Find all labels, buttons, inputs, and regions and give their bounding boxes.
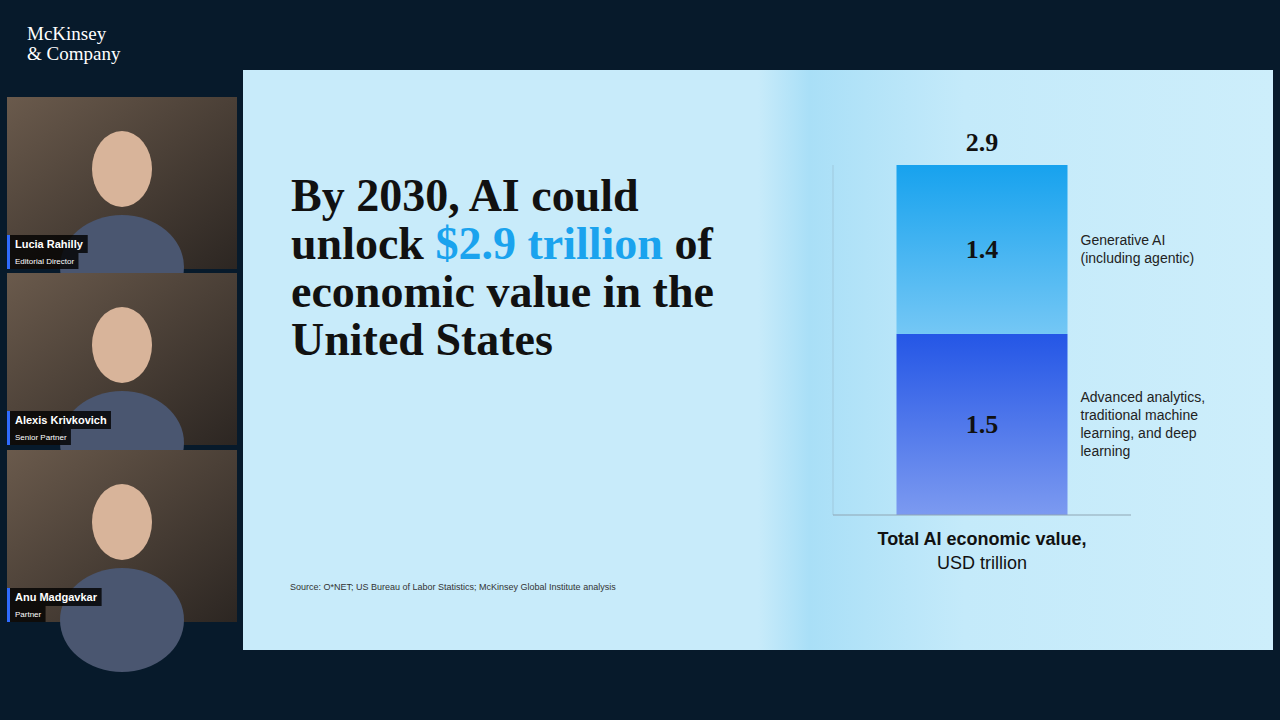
data-label: 1.4 bbox=[966, 235, 999, 264]
tag-stripe bbox=[7, 588, 10, 622]
bars bbox=[897, 165, 1068, 515]
baseline bbox=[833, 514, 1131, 515]
bar-segment bbox=[897, 165, 1068, 334]
person-head bbox=[92, 484, 152, 560]
source-note: Source: O*NET; US Bureau of Labor Statis… bbox=[290, 582, 616, 592]
legend-entry: Advanced analytics,traditional machinele… bbox=[1081, 389, 1206, 459]
tag-stripe bbox=[7, 411, 10, 445]
role-tag bbox=[7, 429, 71, 445]
legend-entry: Generative AI(including agentic) bbox=[1081, 232, 1195, 266]
person-head bbox=[92, 131, 152, 207]
headline-part: $2.9 trillion bbox=[435, 218, 662, 269]
total-label: 2.9 bbox=[966, 128, 999, 157]
data-label: 1.5 bbox=[966, 410, 999, 439]
bar-segment bbox=[897, 334, 1068, 515]
participant-name: Anu Madgavkar bbox=[15, 591, 98, 603]
role-tag bbox=[7, 606, 46, 622]
labels: 1.5 Advanced analytics,traditional machin… bbox=[966, 232, 1205, 459]
name-tag bbox=[7, 411, 111, 429]
brand-logo: & Company bbox=[27, 43, 121, 64]
participant-name: Lucia Rahilly bbox=[15, 238, 84, 250]
name-tag bbox=[7, 588, 102, 606]
participant-role: Partner bbox=[15, 610, 42, 619]
tag-stripe bbox=[7, 235, 10, 269]
person-shoulders bbox=[60, 568, 184, 672]
participant-name: Alexis Krivkovich bbox=[15, 414, 107, 426]
brand-logo: McKinsey bbox=[27, 23, 107, 44]
participant-role: Senior Partner bbox=[15, 433, 67, 442]
name-tag bbox=[7, 235, 88, 253]
slide-background bbox=[243, 70, 1273, 650]
role-tag bbox=[7, 253, 78, 269]
y-axis-line bbox=[833, 165, 834, 515]
participant-role: Editorial Director bbox=[15, 257, 74, 266]
axis-unit: USD trillion bbox=[937, 553, 1027, 573]
axis-title: Total AI economic value, bbox=[877, 529, 1086, 549]
person-head bbox=[92, 307, 152, 383]
participant-video: Anu Madgavkar Partner bbox=[7, 450, 237, 672]
headline: By 2030, AI could unlock $2.9 trillion o… bbox=[291, 172, 761, 364]
